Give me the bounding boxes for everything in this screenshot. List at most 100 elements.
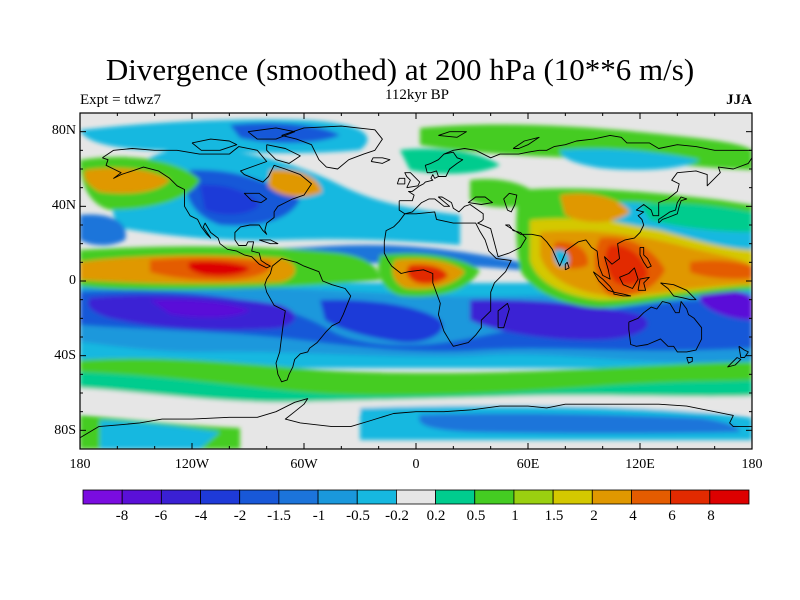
coastline [639,246,652,269]
coastline [266,144,301,164]
coastline [727,357,742,368]
inland-water [503,192,518,213]
colorbar-box [474,489,515,505]
colorbar-label: -1 [312,508,326,524]
coastline [281,125,383,170]
coastline [512,136,540,149]
lon-label-60w: 60W [290,457,318,472]
divergence-region [80,388,752,412]
coastline [438,151,464,177]
colorbar-label: -6 [154,508,168,524]
colorbar-label: -8 [115,508,129,524]
colorbar-label: -2 [233,508,247,524]
map-plot-area [80,113,752,449]
colorbar-box [591,489,632,505]
coastline [497,302,510,329]
colorbar-label: 8 [707,508,715,524]
lat-label-40n: 40N [51,198,76,213]
coastline [613,291,632,297]
coastline [264,258,352,383]
coastline [396,177,406,185]
colorbar-box [552,489,593,505]
colorbar-label: 1.5 [544,508,564,524]
experiment-label: Expt = tdwz7 [80,92,161,108]
convergence-region [560,148,700,170]
colorbar-box [513,489,554,505]
colorbar-label: 1 [511,508,519,524]
season-label: JJA [726,92,752,108]
lon-label-180w: 180 [69,457,91,472]
colorbar-box [435,489,476,505]
colorbar-box [396,489,436,505]
divergence-region [400,148,500,174]
inland-water [467,196,493,205]
colorbar-label: -0.2 [385,508,409,524]
colorbar-label: 6 [668,508,676,524]
divergence-region [640,203,752,232]
coastline [370,157,391,164]
colorbar-box [160,489,201,505]
coastline [637,276,650,291]
divergence-region [690,260,752,279]
convergence-region [320,299,443,343]
lon-label-180e: 180 [741,457,763,472]
coastline [658,196,688,224]
convergence-region [200,184,260,215]
lon-label-120w: 120W [174,457,210,472]
colorbar-box [200,489,241,505]
colorbar-box [670,489,711,505]
colorbar-label: -0.5 [346,508,370,524]
coastline [686,357,693,364]
coastline [564,261,570,271]
coastline [619,267,639,289]
colorbar-box [239,489,280,505]
colorbar-label: -4 [194,508,208,524]
divergence-region [100,420,220,449]
figure-title: Divergence (smoothed) at 200 hPa (10**6 … [105,52,695,87]
coastline [383,211,512,347]
inland-water [243,192,268,204]
colorbar-box [278,489,319,505]
coastline [628,301,703,353]
divergence-region [406,264,448,284]
colorbar-label: -1.5 [267,508,291,524]
convergence-region [470,299,648,340]
period-label: 112kyr BP [384,87,450,103]
divergence-field [80,119,752,449]
divergence-region [188,261,250,276]
coastline [404,172,421,189]
colorbar-label: 0.5 [466,508,486,524]
convergence-region [700,289,752,320]
colorbar-box [82,489,123,505]
coastline [191,138,238,151]
divergence-region [268,169,322,197]
colorbar-box [356,489,397,505]
lat-label-80s: 80S [54,423,76,438]
colorbar-label: 4 [629,508,637,524]
coastline [738,345,749,358]
coastline [660,282,697,301]
colorbar [82,489,750,505]
coastline [102,146,312,269]
colorbar-box [709,489,750,505]
lon-label-0: 0 [412,457,420,472]
lon-label-60e: 60E [516,457,540,472]
lat-label-80n: 80N [51,123,76,138]
coastline [398,134,752,280]
lon-label-120e: 120E [625,457,655,472]
divergence-region [84,168,170,194]
colorbar-label: 0.2 [426,508,446,524]
colorbar-box [121,489,162,505]
colorbar-label: 2 [590,508,598,524]
colorbar-box [317,489,358,505]
coastlines [80,125,752,449]
divergence-region [470,178,540,208]
coastline [438,131,467,138]
divergence-region [560,193,630,223]
coastline [80,398,752,449]
longitude-ticks [79,113,753,449]
lat-label-eq: 0 [69,273,76,288]
colorbar-box [631,489,672,505]
divergence-region [419,413,740,434]
